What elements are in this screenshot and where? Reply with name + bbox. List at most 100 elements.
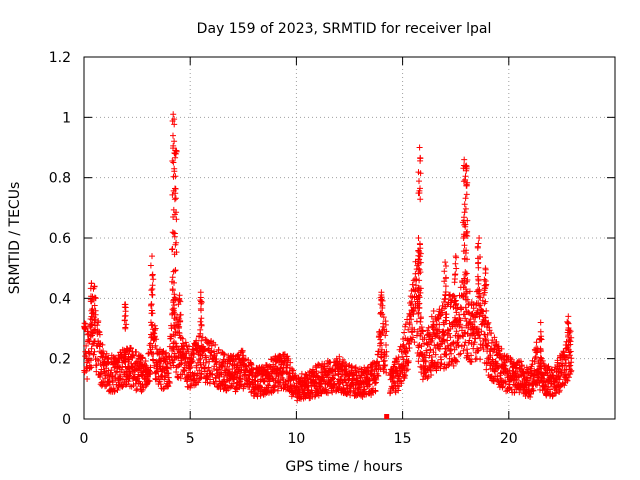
data-point bbox=[445, 362, 452, 369]
data-point bbox=[424, 375, 431, 382]
data-point bbox=[491, 376, 497, 383]
data-point bbox=[414, 286, 421, 293]
data-point bbox=[87, 324, 94, 331]
data-point bbox=[149, 291, 155, 298]
data-point bbox=[329, 389, 336, 396]
data-point bbox=[442, 291, 449, 298]
data-point bbox=[464, 228, 471, 235]
data-point bbox=[190, 351, 197, 358]
data-point bbox=[494, 365, 501, 372]
data-point bbox=[481, 314, 488, 321]
data-point bbox=[281, 358, 288, 365]
data-point bbox=[477, 335, 483, 342]
data-point bbox=[86, 350, 93, 357]
data-point bbox=[462, 173, 469, 180]
data-point bbox=[415, 358, 422, 365]
data-point bbox=[265, 382, 272, 389]
data-point bbox=[148, 287, 155, 294]
data-point bbox=[112, 369, 119, 376]
data-point bbox=[398, 380, 405, 387]
data-point bbox=[400, 356, 407, 363]
data-point bbox=[90, 351, 97, 358]
data-point bbox=[436, 335, 443, 342]
data-point bbox=[411, 326, 418, 333]
data-point bbox=[315, 361, 322, 368]
data-point bbox=[302, 371, 309, 378]
data-point bbox=[198, 315, 205, 322]
data-point bbox=[83, 342, 90, 349]
data-point bbox=[410, 334, 416, 341]
data-point bbox=[343, 368, 350, 375]
data-point bbox=[414, 262, 421, 269]
data-point bbox=[453, 265, 460, 272]
data-point bbox=[372, 388, 379, 395]
data-point bbox=[519, 363, 526, 370]
data-point bbox=[432, 333, 439, 340]
data-point bbox=[441, 321, 448, 328]
data-point bbox=[182, 339, 189, 346]
data-point bbox=[103, 350, 110, 357]
data-point bbox=[463, 230, 470, 236]
data-point bbox=[537, 335, 544, 342]
data-point bbox=[477, 356, 484, 363]
data-point bbox=[377, 310, 384, 317]
data-point bbox=[482, 298, 489, 305]
data-point bbox=[88, 364, 95, 371]
x-tick-label: 20 bbox=[500, 431, 518, 447]
data-point bbox=[171, 211, 178, 218]
data-point bbox=[285, 355, 292, 362]
data-point bbox=[176, 292, 183, 299]
data-point bbox=[415, 169, 422, 176]
data-point bbox=[382, 362, 389, 368]
data-point bbox=[91, 283, 98, 290]
data-point bbox=[434, 359, 441, 366]
data-point bbox=[420, 328, 426, 335]
data-point bbox=[99, 341, 106, 348]
data-point bbox=[380, 314, 387, 321]
data-point bbox=[169, 274, 176, 281]
data-point bbox=[201, 365, 208, 372]
data-point bbox=[171, 230, 178, 237]
data-point bbox=[410, 277, 417, 284]
data-point bbox=[416, 144, 423, 151]
data-point bbox=[566, 327, 573, 334]
data-point bbox=[461, 209, 468, 216]
data-point bbox=[461, 156, 468, 163]
data-point bbox=[437, 363, 444, 370]
data-point bbox=[482, 265, 489, 272]
data-point bbox=[481, 276, 488, 283]
data-point bbox=[462, 250, 469, 256]
data-point bbox=[554, 357, 561, 364]
data-point bbox=[146, 378, 153, 385]
data-point bbox=[171, 309, 178, 316]
data-point bbox=[463, 191, 470, 198]
data-point bbox=[416, 304, 423, 311]
data-point bbox=[484, 331, 491, 338]
data-point bbox=[177, 317, 184, 324]
data-point bbox=[481, 282, 488, 289]
y-tick-label: 0.2 bbox=[49, 352, 71, 368]
x-tick-label: 0 bbox=[80, 431, 89, 447]
data-point bbox=[460, 284, 467, 291]
data-point bbox=[148, 307, 155, 314]
data-point bbox=[221, 351, 228, 358]
data-point bbox=[114, 387, 121, 393]
data-point bbox=[228, 383, 235, 390]
data-point bbox=[441, 268, 448, 275]
data-point bbox=[561, 362, 568, 369]
data-point bbox=[175, 301, 182, 308]
data-point bbox=[108, 367, 115, 374]
x-tick-label: 15 bbox=[394, 431, 412, 447]
data-point bbox=[537, 363, 544, 369]
data-point bbox=[279, 370, 286, 377]
data-point bbox=[455, 335, 462, 341]
data-point bbox=[384, 414, 390, 419]
data-point bbox=[532, 353, 539, 360]
data-point bbox=[98, 366, 105, 373]
data-point bbox=[446, 320, 453, 327]
data-point bbox=[197, 289, 204, 296]
data-point bbox=[409, 281, 416, 288]
x-axis-label: GPS time / hours bbox=[285, 459, 402, 475]
y-axis-label: SRMTID / TECUs bbox=[7, 182, 23, 295]
data-point bbox=[513, 364, 520, 371]
